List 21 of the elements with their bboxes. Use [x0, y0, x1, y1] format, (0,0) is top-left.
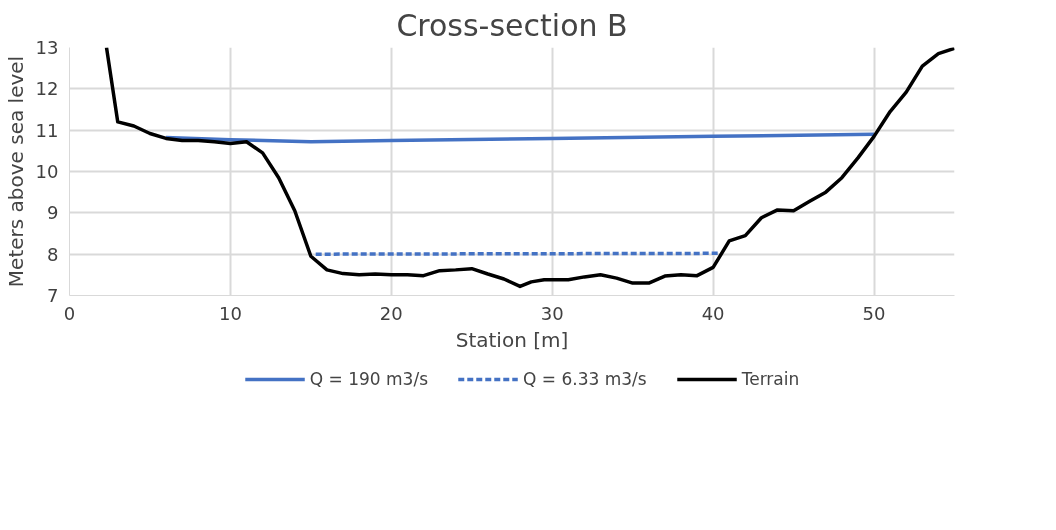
y-axis-title: Meters above sea level — [3, 55, 28, 288]
chart-title: Cross-section B — [396, 7, 628, 43]
y-tick-label: 13 — [35, 37, 59, 58]
line-series — [164, 132, 876, 144]
line-series — [104, 47, 955, 289]
x-tick-label: 30 — [540, 302, 564, 324]
x-tick-label: 10 — [218, 302, 242, 324]
x-tick-label: 40 — [701, 302, 725, 324]
legend-label: Q = 6.33 m3/s — [523, 369, 647, 389]
x-tick-label: 20 — [379, 302, 403, 324]
y-tick-label: 12 — [35, 78, 59, 100]
x-axis-title: Station [m] — [455, 327, 569, 352]
y-tick-label: 7 — [47, 285, 59, 306]
y-tick-label: 9 — [47, 202, 59, 224]
y-tick-label: 11 — [35, 119, 59, 141]
y-tick-label: 10 — [35, 161, 59, 182]
legend-label: Terrain — [741, 369, 800, 389]
x-tick-label: 50 — [862, 302, 886, 324]
x-tick-label: 0 — [63, 302, 76, 324]
y-tick-label: 8 — [47, 243, 59, 265]
legend-label: Q = 190 m3/s — [309, 369, 429, 389]
